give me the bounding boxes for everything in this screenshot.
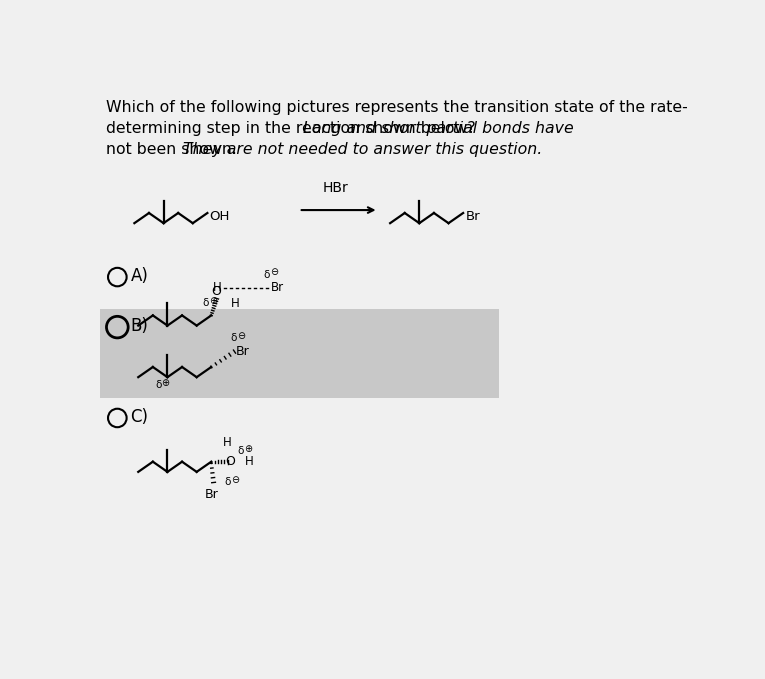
Text: O: O: [212, 285, 222, 297]
Text: O: O: [225, 455, 235, 469]
Text: H: H: [213, 281, 221, 294]
Text: OH: OH: [210, 210, 230, 223]
Text: Br: Br: [205, 488, 219, 501]
Text: δ: δ: [155, 380, 161, 390]
Text: not been shown.: not been shown.: [106, 141, 246, 157]
Text: They are not needed to answer this question.: They are not needed to answer this quest…: [183, 141, 542, 157]
Text: Which of the following pictures represents the transition state of the rate-: Which of the following pictures represen…: [106, 100, 688, 115]
Text: HBr: HBr: [323, 181, 349, 195]
Text: C): C): [131, 408, 148, 426]
Text: H: H: [230, 297, 239, 310]
Text: ⊖: ⊖: [231, 475, 239, 485]
Text: ⊕: ⊕: [245, 443, 252, 454]
Text: δ: δ: [224, 477, 231, 487]
Text: determining step in the reaction shown below?: determining step in the reaction shown b…: [106, 121, 486, 136]
Text: ⊕: ⊕: [161, 378, 169, 388]
FancyBboxPatch shape: [99, 310, 499, 398]
Text: ⊖: ⊖: [270, 268, 278, 278]
Text: δ: δ: [203, 298, 209, 308]
Text: δ: δ: [264, 270, 270, 280]
Text: Br: Br: [465, 210, 480, 223]
Text: Long and short partial bonds have: Long and short partial bonds have: [302, 121, 573, 136]
Text: ⊕: ⊕: [209, 296, 216, 306]
Text: δ: δ: [230, 333, 237, 343]
Text: ⊖: ⊖: [236, 331, 245, 340]
Text: A): A): [131, 267, 148, 285]
Text: B): B): [131, 317, 148, 335]
Text: Br: Br: [236, 345, 250, 358]
Text: Br: Br: [271, 281, 284, 294]
Text: H: H: [223, 436, 231, 449]
Text: δ: δ: [238, 446, 244, 456]
Text: H: H: [246, 455, 254, 469]
